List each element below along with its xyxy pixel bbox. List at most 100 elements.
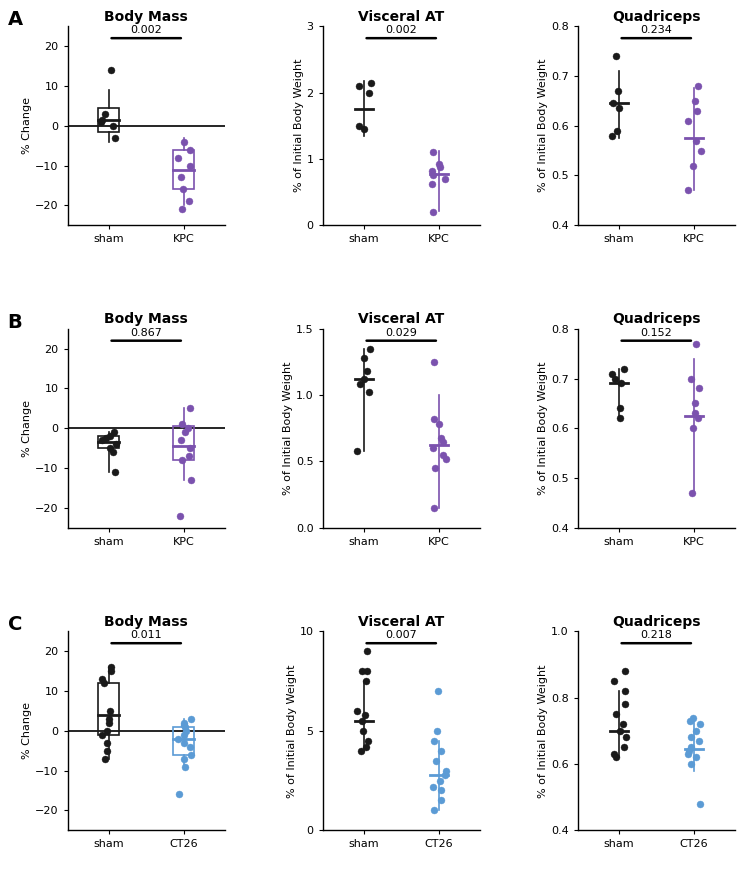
Text: 0.007: 0.007 <box>386 630 417 641</box>
Point <box>358 122 370 136</box>
Point <box>104 441 116 455</box>
Y-axis label: % of Initial Body Weight: % of Initial Body Weight <box>538 59 548 192</box>
Title: Quadriceps: Quadriceps <box>612 10 701 24</box>
Title: Visceral AT: Visceral AT <box>358 614 444 628</box>
Bar <box>98 108 119 132</box>
Point <box>184 158 196 172</box>
Point <box>618 740 630 754</box>
Bar <box>173 149 194 190</box>
Point <box>691 104 703 118</box>
Point <box>427 205 439 219</box>
Point <box>99 107 111 121</box>
Point <box>178 760 190 773</box>
Point <box>440 172 452 186</box>
Point <box>692 79 704 93</box>
Point <box>433 773 445 787</box>
Point <box>685 740 697 754</box>
Point <box>360 739 372 753</box>
Point <box>682 114 694 128</box>
Point <box>185 711 197 725</box>
Point <box>96 672 108 686</box>
Point <box>172 732 184 746</box>
Point <box>100 744 112 758</box>
Point <box>361 644 373 658</box>
Point <box>685 757 697 771</box>
Point <box>110 437 122 451</box>
Point <box>433 157 445 171</box>
Point <box>178 716 190 730</box>
Point <box>435 744 447 758</box>
Point <box>183 449 195 463</box>
Point <box>176 453 188 467</box>
Point <box>175 170 187 184</box>
Point <box>616 718 628 732</box>
Point <box>108 426 120 440</box>
Point <box>176 183 188 197</box>
Point <box>364 342 376 356</box>
Point <box>109 465 121 479</box>
Point <box>682 747 694 761</box>
Point <box>682 184 694 198</box>
Point <box>434 160 446 174</box>
Point <box>618 362 630 376</box>
Point <box>362 734 374 748</box>
Point <box>109 131 121 145</box>
Point <box>685 371 697 385</box>
Point <box>96 728 108 742</box>
Point <box>430 753 442 767</box>
Title: Body Mass: Body Mass <box>104 614 188 628</box>
Point <box>614 101 626 115</box>
Point <box>612 84 624 98</box>
Point <box>363 86 375 100</box>
Point <box>687 711 699 725</box>
Point <box>435 431 447 445</box>
Point <box>178 135 190 149</box>
Point <box>95 114 107 128</box>
Point <box>184 142 196 156</box>
Point <box>610 751 622 765</box>
Point <box>172 150 184 164</box>
Point <box>619 684 631 698</box>
Point <box>426 177 438 191</box>
Point <box>433 417 445 431</box>
Point <box>96 434 108 447</box>
Point <box>694 734 706 748</box>
Point <box>686 486 698 500</box>
Title: Visceral AT: Visceral AT <box>358 10 444 24</box>
Point <box>610 707 622 721</box>
Point <box>690 336 702 350</box>
Point <box>176 203 188 217</box>
Point <box>104 704 116 718</box>
Text: B: B <box>8 313 22 332</box>
Point <box>614 412 626 426</box>
Point <box>355 744 367 758</box>
Point <box>104 716 116 730</box>
Point <box>685 731 697 745</box>
Point <box>100 724 112 738</box>
Point <box>608 747 619 761</box>
Y-axis label: % of Initial Body Weight: % of Initial Body Weight <box>283 362 293 495</box>
Point <box>358 351 370 365</box>
Y-axis label: % of Initial Body Weight: % of Initial Body Weight <box>538 362 548 495</box>
Point <box>182 194 194 208</box>
Point <box>427 441 439 455</box>
Point <box>689 397 701 411</box>
Point <box>107 445 119 459</box>
Title: Quadriceps: Quadriceps <box>612 312 701 326</box>
Point <box>683 744 695 758</box>
Point <box>695 143 707 157</box>
Point <box>615 377 627 391</box>
Point <box>364 385 376 399</box>
Y-axis label: % Change: % Change <box>22 703 32 760</box>
Point <box>96 113 108 127</box>
Text: C: C <box>8 615 22 635</box>
Text: A: A <box>8 10 22 30</box>
Point <box>359 674 371 688</box>
Point <box>104 429 116 443</box>
Point <box>687 421 699 435</box>
Point <box>427 803 439 817</box>
Bar <box>173 727 194 754</box>
Point <box>436 434 448 448</box>
Point <box>611 124 623 138</box>
Point <box>437 447 449 461</box>
